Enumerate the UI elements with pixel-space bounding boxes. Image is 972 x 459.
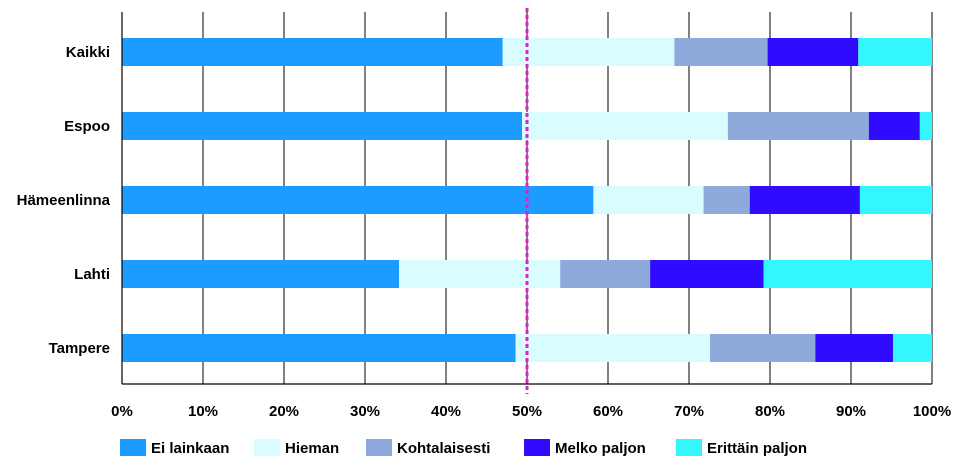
legend-label: Hieman xyxy=(285,440,339,457)
bar-segment xyxy=(560,260,651,288)
bar-segment xyxy=(893,334,932,362)
legend-label: Erittäin paljon xyxy=(707,440,807,457)
x-tick-label: 10% xyxy=(188,403,218,420)
category-label: Kaikki xyxy=(66,44,110,61)
bars xyxy=(122,38,932,362)
bar-segment xyxy=(710,334,816,362)
bar-segment xyxy=(859,186,932,214)
legend-swatch xyxy=(366,439,392,456)
legend-swatch xyxy=(120,439,146,456)
category-labels: Kaikki Espoo Hämeenlinna Lahti Tampere xyxy=(17,44,111,357)
legend-swatch xyxy=(254,439,280,456)
bar-segment xyxy=(674,38,768,66)
legend-label: Ei lainkaan xyxy=(151,440,229,457)
bar-segment xyxy=(122,38,503,66)
x-tick-label: 50% xyxy=(512,403,542,420)
bar-segment xyxy=(703,186,750,214)
x-tick-label: 20% xyxy=(269,403,299,420)
bar-segment xyxy=(650,260,764,288)
bar-segment xyxy=(868,112,920,140)
x-tick-label: 40% xyxy=(431,403,461,420)
bar-segment xyxy=(515,334,711,362)
bar-segment xyxy=(727,112,869,140)
x-tick-label: 100% xyxy=(913,403,951,420)
bar-segment xyxy=(767,38,859,66)
bar-segment xyxy=(593,186,704,214)
bar-segment xyxy=(122,334,516,362)
legend-swatch xyxy=(676,439,702,456)
axes xyxy=(121,12,932,385)
bar-segment xyxy=(749,186,860,214)
bar-segment xyxy=(858,38,932,66)
x-tick-label: 30% xyxy=(350,403,380,420)
x-tick-labels: 0% 10% 20% 30% 40% 50% 60% 70% 80% 90% 100% xyxy=(111,403,951,420)
bar-segment xyxy=(919,112,932,140)
bar-segment xyxy=(122,260,400,288)
legend-swatch xyxy=(524,439,550,456)
x-tick-label: 60% xyxy=(593,403,623,420)
category-label: Tampere xyxy=(49,340,110,357)
category-label: Hämeenlinna xyxy=(17,192,111,209)
legend: Ei lainkaan Hieman Kohtalaisesti Melko palj… xyxy=(120,439,807,457)
legend-label: Melko paljon xyxy=(555,440,646,457)
bar-segment xyxy=(122,112,523,140)
legend-label: Kohtalaisesti xyxy=(397,440,490,457)
bar-segment xyxy=(122,186,594,214)
bar-segment xyxy=(399,260,561,288)
bar-segment xyxy=(763,260,932,288)
category-label: Lahti xyxy=(74,266,110,283)
bar-segment xyxy=(502,38,675,66)
x-tick-label: 70% xyxy=(674,403,704,420)
bar-segment xyxy=(522,112,728,140)
x-tick-label: 90% xyxy=(836,403,866,420)
x-tick-label: 0% xyxy=(111,403,133,420)
x-tick-label: 80% xyxy=(755,403,785,420)
bar-segment xyxy=(815,334,894,362)
category-label: Espoo xyxy=(64,118,110,135)
